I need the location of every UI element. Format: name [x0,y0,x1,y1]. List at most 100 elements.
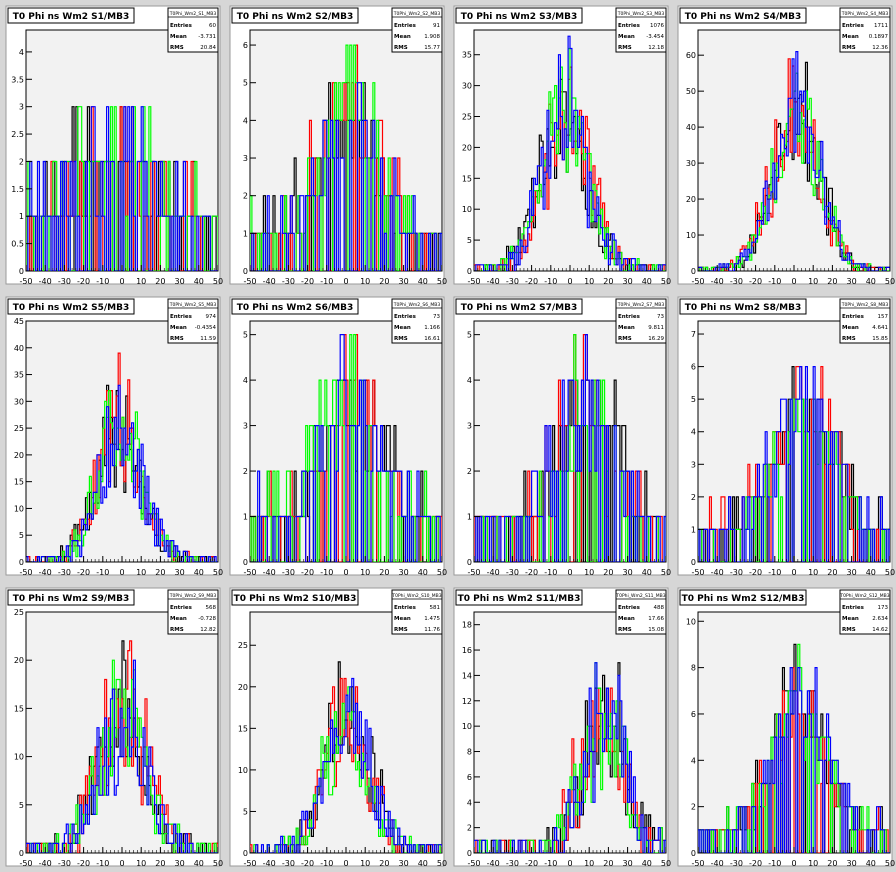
x-tick-label: -30 [730,568,743,577]
series-blue-line [26,106,218,271]
y-tick-label: 1 [243,513,248,522]
x-tick-label: -10 [96,859,109,868]
x-tick-label: 40 [194,859,204,868]
chart-title: T0 Phi ns Wm2 S11/MB3 [458,594,581,604]
y-tick-label: 40 [686,123,696,132]
stats-entries-label: Entries [842,314,865,320]
x-tick-label: 0 [567,277,572,286]
series-blue-line [474,662,666,853]
stats-box: T0Phi_Wm2_S2_MB3 Entries 91 Mean 1.908 RMS 15.… [391,7,443,53]
y-tick-label: 5 [243,331,248,340]
x-tick-label: 10 [584,277,594,286]
y-tick-label: 45 [14,317,24,326]
y-tick-label: 2 [243,467,248,476]
x-tick-label: 40 [642,568,652,577]
chart-title: T0 Phi ns Wm2 S9/MB3 [13,594,129,604]
y-tick-label: 30 [686,159,696,168]
x-tick-label: 50 [213,859,223,868]
chart-title: T0 Phi ns Wm2 S3/MB3 [461,12,577,22]
chart-title: T0 Phi ns Wm2 S4/MB3 [685,12,801,22]
series-group [474,334,666,562]
x-tick-label: 30 [847,568,857,577]
series-group [26,106,218,271]
stats-box: T0Phi_Wm2_S6_MB3 Entries 73 Mean 1.166 RMS 16.… [391,298,443,344]
stats-rms-value: 15.77 [424,45,440,51]
x-tick-label: 0 [791,277,796,286]
stats-box-frame [167,298,219,344]
y-tick-label: 3 [243,154,248,163]
y-tick-label: 40 [14,344,24,353]
x-tick-label: 40 [418,859,428,868]
y-tick-label: 4 [467,376,472,385]
title-box-frame [7,589,135,606]
title-box-frame [679,589,807,606]
x-tick-label: 30 [847,859,857,868]
x-tick-label: -20 [525,568,538,577]
y-tick-label: 16 [462,646,472,655]
y-tick-label: 18 [462,621,472,630]
series-blue-line [26,384,218,562]
series-blue-line [250,334,442,562]
series-blue-line [698,366,890,562]
x-tick-label: 40 [194,277,204,286]
x-tick-label: -20 [77,859,90,868]
x-tick-label: 50 [885,568,895,577]
y-tick-label: 6 [467,773,472,782]
stats-mean-label: Mean [170,34,187,40]
stats-box: T0Phi_Wm2_S4_MB3 Entries 1711 Mean 0.1897 RMS… [839,7,891,53]
x-tick-label: 50 [213,277,223,286]
stats-mean-value: -0.728 [198,616,216,622]
x-tick-label: 0 [567,568,572,577]
x-tick-label: 20 [155,277,165,286]
stats-box-frame [839,589,891,635]
stats-box: T0Phi_Wm2_S8_MB3 Entries 157 Mean 4.641 RMS 15… [839,298,891,344]
series-green-line [250,44,442,271]
x-tick-label: 20 [603,859,613,868]
x-tick-label: 50 [661,277,671,286]
title-box-frame [7,298,135,315]
x-tick-label: 40 [418,568,428,577]
x-tick-label: -20 [301,277,314,286]
x-tick-label: 20 [155,859,165,868]
y-tick-label: 7 [691,330,696,339]
x-tick-label: -40 [39,277,52,286]
title-box: T0 Phi ns Wm2 S9/MB3 [7,589,135,606]
chart-title: T0 Phi ns Wm2 S10/MB3 [234,594,357,604]
stats-mean-label: Mean [394,325,411,331]
title-box: T0 Phi ns Wm2 S10/MB3 [231,589,359,606]
stats-mean-value: -3.454 [646,34,664,40]
series-green-line [474,47,666,271]
y-tick-label: 10 [462,722,472,731]
x-tick-label: -30 [506,568,519,577]
y-tick-label: 0 [243,267,248,276]
x-tick-label: -40 [487,859,500,868]
y-tick-label: 10 [14,504,24,513]
title-box: T0 Phi ns Wm2 S3/MB3 [455,7,583,24]
x-tick-label: -20 [749,568,762,577]
x-tick-label: 0 [791,859,796,868]
stats-entries-value: 91 [433,23,440,29]
x-tick-label: -40 [711,568,724,577]
x-tick-label: -30 [282,568,295,577]
y-tick-label: 4 [691,428,696,437]
y-tick-label: 6 [691,363,696,372]
stats-rms-label: RMS [842,45,856,51]
y-tick-label: 1 [19,212,24,221]
stats-rms-label: RMS [394,45,408,51]
x-tick-label: -50 [243,859,256,868]
stats-box-frame [839,298,891,344]
y-tick-label: 0 [691,267,696,276]
x-tick-label: -30 [58,859,71,868]
stats-histogram-name: T0Phi_Wm2_S7_MB3 [617,302,665,308]
stats-rms-value: 12.82 [200,627,216,633]
x-tick-label: -50 [19,568,32,577]
x-tick-label: 30 [175,859,185,868]
x-tick-label: -20 [749,859,762,868]
histogram-pad-10: -50 -40 -30 -20 -10 0 10 20 30 40 50 0 5 10 15 20 25 T0 P… [229,587,447,868]
x-tick-label: 40 [418,277,428,286]
x-tick-label: 30 [847,277,857,286]
series-group [26,640,218,853]
title-box: T0 Phi ns Wm2 S6/MB3 [231,298,359,315]
x-tick-label: -40 [263,277,276,286]
title-box-frame [231,298,359,315]
